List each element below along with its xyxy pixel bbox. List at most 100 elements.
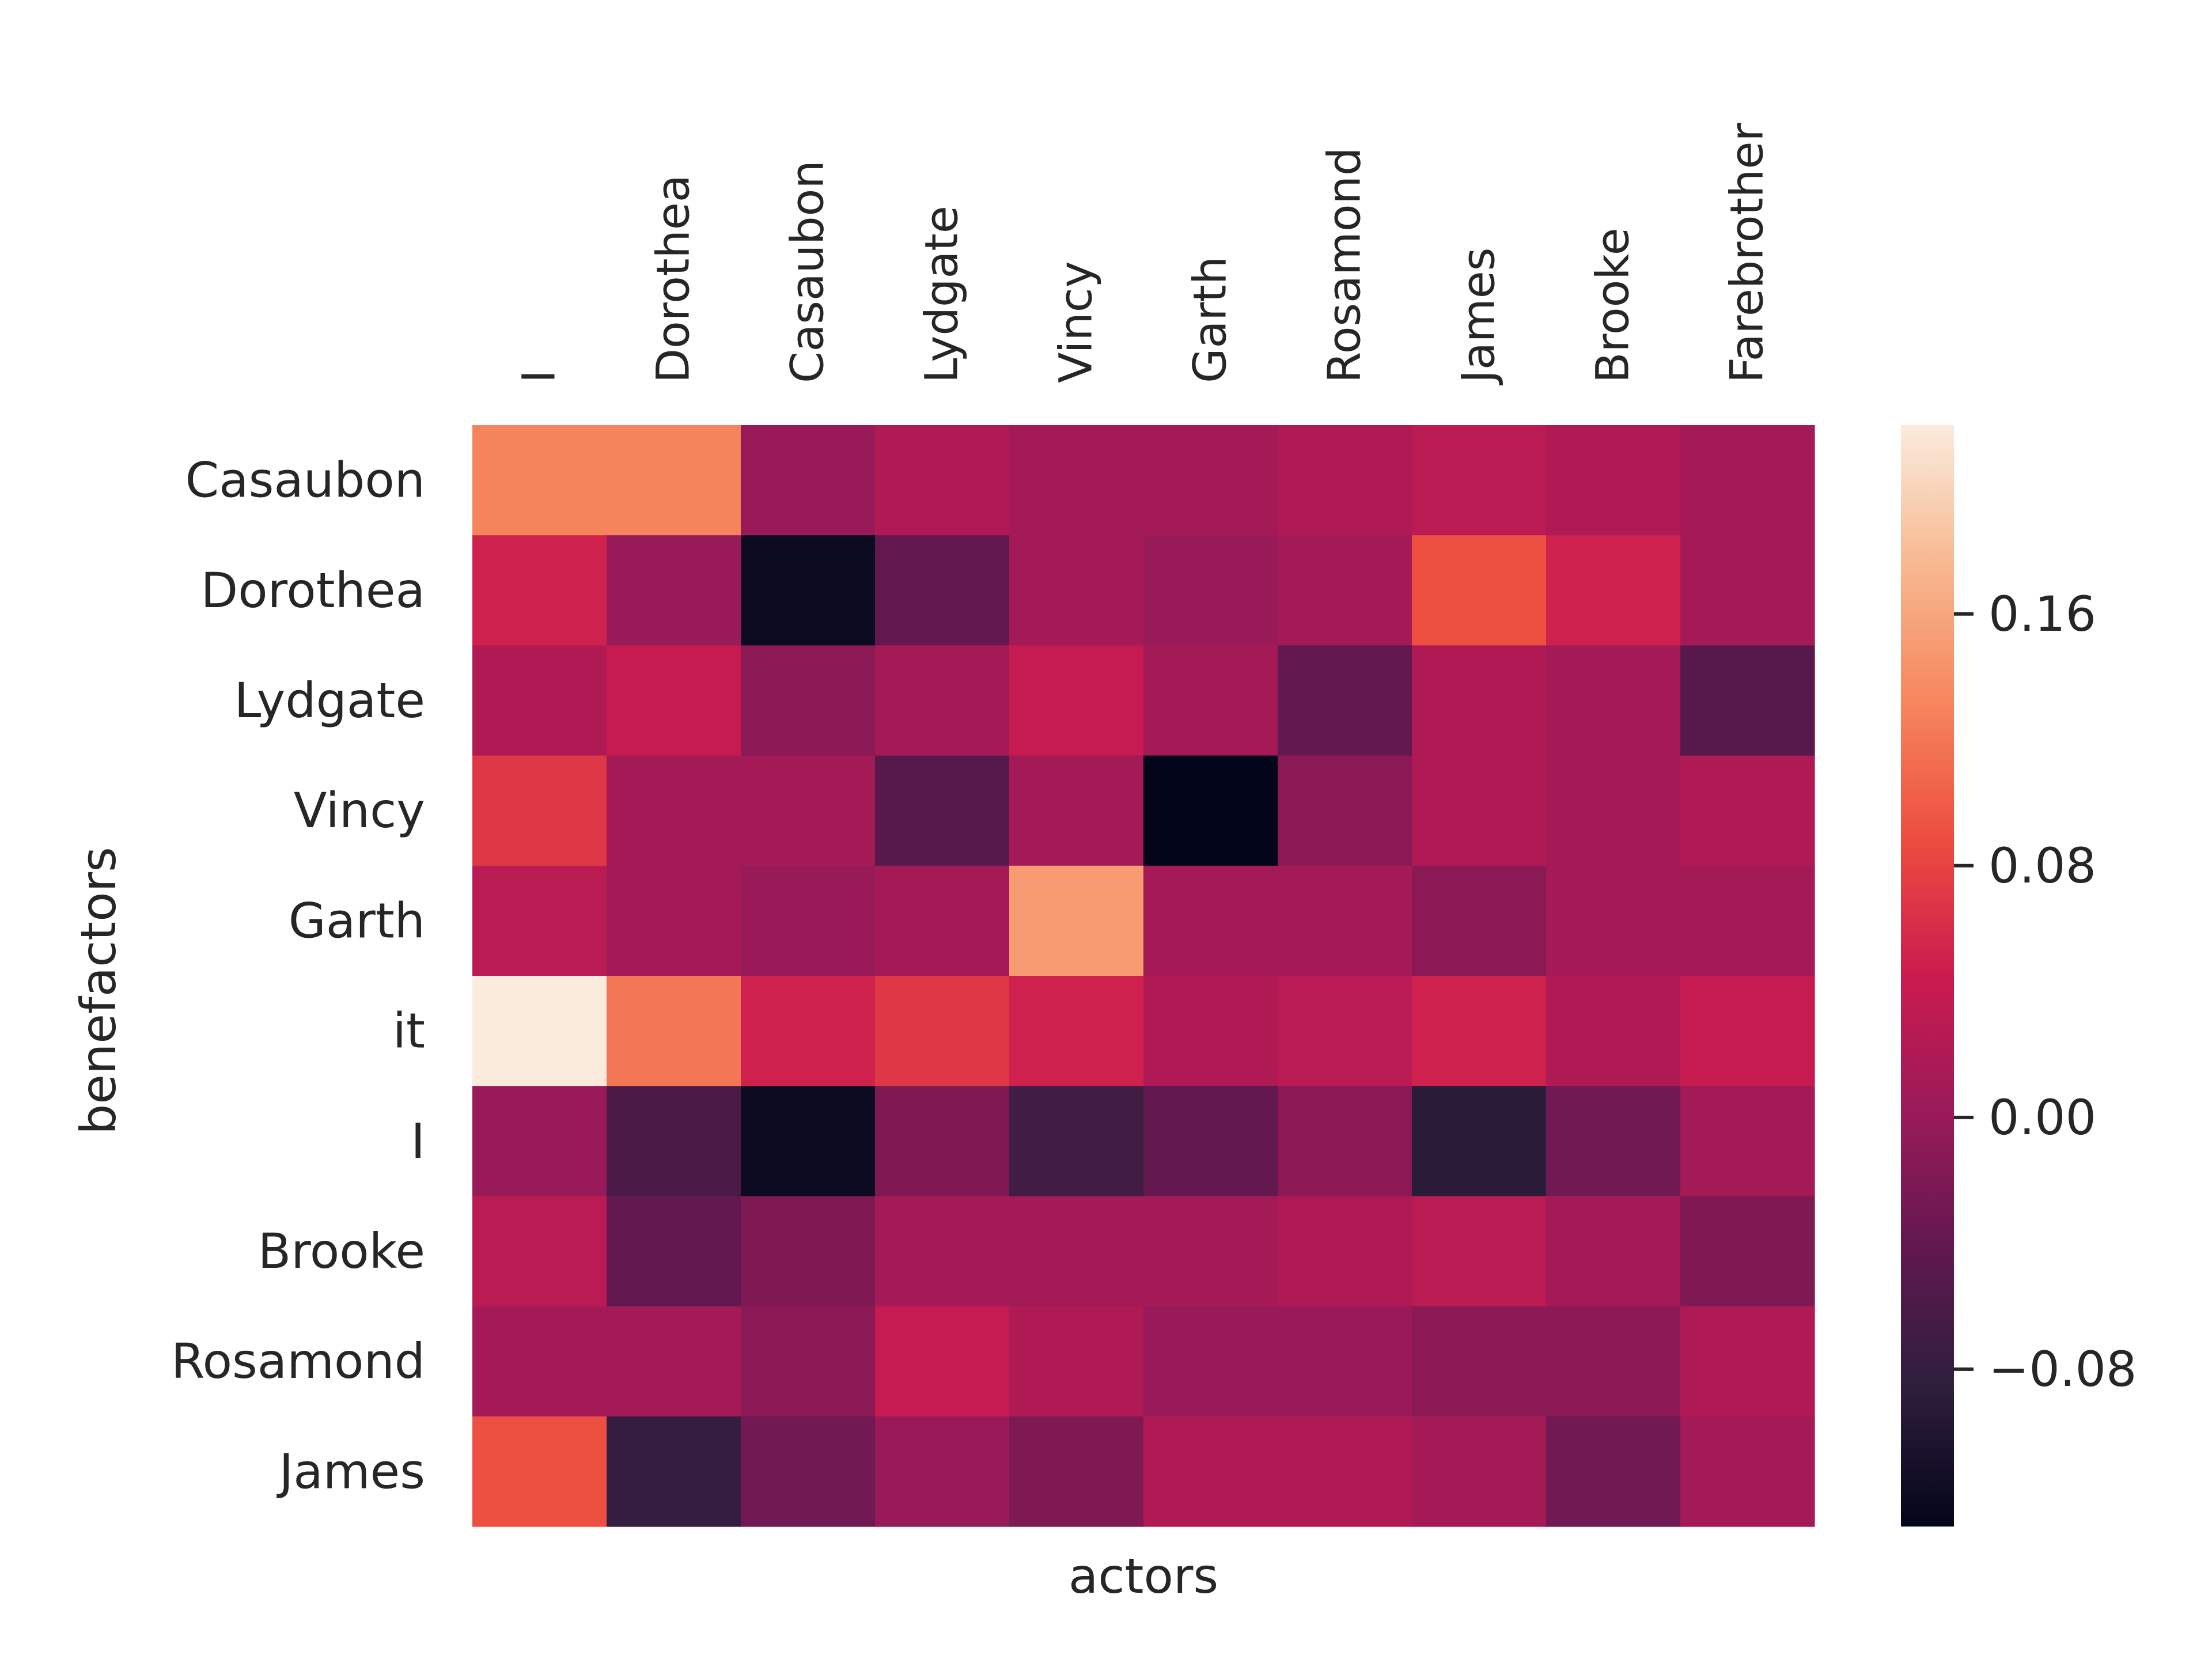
heatmap-cells bbox=[472, 425, 1815, 1527]
heatmap-cell bbox=[1143, 1306, 1278, 1417]
y-tick-label: I bbox=[411, 1113, 425, 1169]
heatmap-cell bbox=[1546, 1416, 1681, 1527]
y-tick-label: James bbox=[276, 1443, 425, 1499]
heatmap-cell bbox=[875, 976, 1010, 1086]
heatmap-cell bbox=[1278, 1086, 1412, 1196]
heatmap-cell bbox=[1546, 865, 1681, 976]
heatmap-cell bbox=[741, 755, 876, 866]
heatmap-cell bbox=[472, 865, 607, 976]
y-tick-label: Brooke bbox=[258, 1223, 425, 1279]
heatmap-cell bbox=[1278, 535, 1412, 646]
heatmap-cell bbox=[1546, 425, 1681, 536]
y-tick-label: Garth bbox=[289, 892, 425, 949]
heatmap-cell bbox=[607, 755, 741, 866]
x-tick-label: James bbox=[1453, 248, 1505, 386]
heatmap-cell bbox=[875, 1306, 1010, 1417]
heatmap-cell bbox=[1680, 865, 1815, 976]
heatmap-cell bbox=[1412, 425, 1547, 536]
heatmap-cell bbox=[472, 1086, 607, 1196]
heatmap-cell bbox=[607, 976, 741, 1086]
heatmap-cell bbox=[1278, 976, 1412, 1086]
heatmap-cell bbox=[875, 1086, 1010, 1196]
heatmap-cell bbox=[1680, 425, 1815, 536]
heatmap-cell bbox=[472, 1306, 607, 1417]
heatmap-cell bbox=[1009, 865, 1144, 976]
heatmap-cell bbox=[1009, 1306, 1144, 1417]
heatmap-cell bbox=[741, 976, 876, 1086]
heatmap-cell bbox=[472, 1416, 607, 1527]
heatmap-cell bbox=[1009, 976, 1144, 1086]
heatmap-cell bbox=[1546, 1086, 1681, 1196]
heatmap-cell bbox=[472, 645, 607, 756]
x-tick-label: Brooke bbox=[1588, 228, 1639, 383]
heatmap-cell bbox=[1143, 1086, 1278, 1196]
x-tick-label: Garth bbox=[1185, 256, 1237, 383]
colorbar-tick-label: 0.08 bbox=[1988, 838, 2096, 894]
heatmap-cell bbox=[607, 1196, 741, 1307]
heatmap-cell bbox=[1412, 1306, 1547, 1417]
heatmap-cell bbox=[607, 865, 741, 976]
heatmap-cell bbox=[1680, 976, 1815, 1086]
heatmap-cell bbox=[1278, 645, 1412, 756]
x-tick-label: Dorothea bbox=[648, 175, 700, 383]
heatmap-cell bbox=[472, 535, 607, 646]
y-tick-label: Vincy bbox=[294, 782, 425, 839]
heatmap-cell bbox=[1143, 1196, 1278, 1307]
heatmap-cell bbox=[472, 976, 607, 1086]
heatmap-cell bbox=[607, 1416, 741, 1527]
heatmap-cell bbox=[875, 865, 1010, 976]
heatmap-cell bbox=[1009, 1416, 1144, 1527]
heatmap-cell bbox=[1412, 1196, 1547, 1307]
heatmap-cell bbox=[1412, 645, 1547, 756]
heatmap-cell bbox=[1009, 1086, 1144, 1196]
x-tick-label: Rosamond bbox=[1319, 147, 1371, 384]
y-tick-labels: Casaubon Dorothea Lydgate Vincy Garth it I Broo… bbox=[171, 452, 425, 1500]
y-tick-label: it bbox=[393, 1003, 425, 1059]
heatmap-cell bbox=[1680, 1416, 1815, 1527]
heatmap-cell bbox=[1412, 755, 1547, 866]
heatmap-cell bbox=[741, 865, 876, 976]
heatmap-cell bbox=[1009, 1196, 1144, 1307]
y-axis-label: benefactors bbox=[70, 847, 127, 1135]
heatmap-cell bbox=[1143, 976, 1278, 1086]
y-tick-label: Casaubon bbox=[185, 452, 425, 509]
heatmap-cell bbox=[741, 1306, 876, 1417]
y-tick-label: Rosamond bbox=[171, 1333, 425, 1389]
heatmap-cell bbox=[1143, 755, 1278, 866]
heatmap-cell bbox=[875, 1196, 1010, 1307]
heatmap-cell bbox=[741, 645, 876, 756]
heatmap-cell bbox=[741, 425, 876, 536]
heatmap-cell bbox=[1009, 535, 1144, 646]
heatmap-cell bbox=[1412, 1416, 1547, 1527]
heatmap-cell bbox=[607, 1306, 741, 1417]
heatmap-cell bbox=[875, 645, 1010, 756]
heatmap-cell bbox=[1546, 535, 1681, 646]
x-tick-label: Lydgate bbox=[916, 206, 968, 383]
heatmap-cell bbox=[1546, 1306, 1681, 1417]
heatmap-cell bbox=[1278, 755, 1412, 866]
heatmap-cell bbox=[1412, 1086, 1547, 1196]
x-axis-label: actors bbox=[1069, 1548, 1218, 1604]
heatmap-cell bbox=[1009, 645, 1144, 756]
heatmap-cell bbox=[1143, 535, 1278, 646]
heatmap-cell bbox=[741, 1196, 876, 1307]
heatmap-cell bbox=[1278, 1196, 1412, 1307]
colorbar-tick-label: 0.00 bbox=[1988, 1089, 2096, 1146]
heatmap-cell bbox=[1009, 425, 1144, 536]
heatmap-cell bbox=[1680, 1196, 1815, 1307]
heatmap-cell bbox=[1143, 425, 1278, 536]
heatmap-cell bbox=[1680, 645, 1815, 756]
heatmap-cell bbox=[1278, 425, 1412, 536]
heatmap-cell bbox=[875, 755, 1010, 866]
heatmap-cell bbox=[1278, 1306, 1412, 1417]
heatmap-cell bbox=[1143, 645, 1278, 756]
heatmap-cell bbox=[1143, 865, 1278, 976]
x-tick-labels: I Dorothea Casaubon Lydgate Vincy Garth Rosamo… bbox=[514, 123, 1774, 386]
x-tick-label: I bbox=[514, 370, 566, 383]
heatmap-cell bbox=[1278, 865, 1412, 976]
x-tick-label: Vincy bbox=[1051, 261, 1103, 383]
heatmap-cell bbox=[472, 1196, 607, 1307]
heatmap-cell bbox=[875, 535, 1010, 646]
heatmap-cell bbox=[472, 425, 607, 536]
y-tick-label: Dorothea bbox=[201, 562, 425, 619]
